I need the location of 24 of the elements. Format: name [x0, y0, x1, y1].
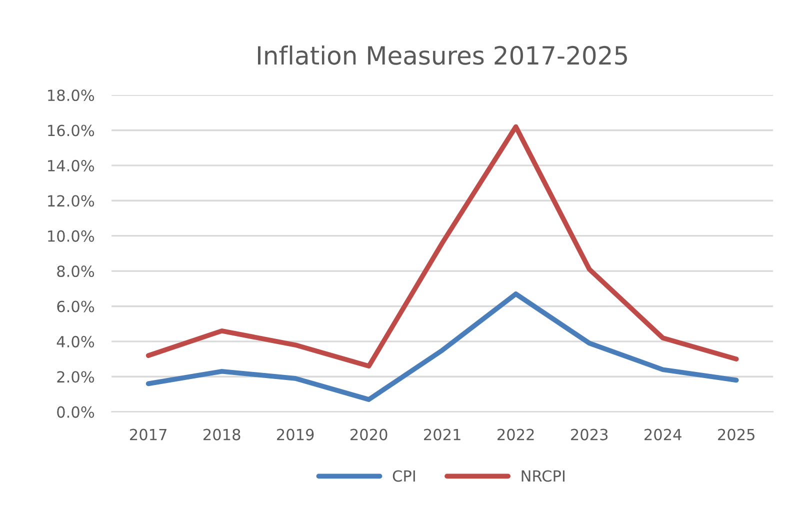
x-tick-label: 2021 — [424, 428, 460, 440]
x-tick-label: 2018 — [204, 428, 240, 440]
y-tick-label: 8.0% — [57, 266, 94, 278]
x-tick-label: 2022 — [498, 428, 534, 440]
x-tick-label: 2020 — [350, 428, 388, 440]
y-tick-label: 10.0% — [48, 230, 94, 242]
y-tick-label: 16.0% — [48, 124, 94, 136]
x-tick-label: 2023 — [571, 428, 608, 440]
x-tick-label: 2019 — [277, 428, 314, 440]
line-series — [146, 124, 739, 369]
y-tick-label: 18.0% — [48, 90, 94, 102]
legend-label: CPI — [392, 470, 415, 482]
x-tick-label: 2017 — [130, 428, 166, 440]
line-series — [146, 291, 739, 402]
y-tick-label: 0.0% — [57, 406, 94, 418]
y-tick-label: 4.0% — [56, 336, 94, 348]
y-tick-label: 6.0% — [57, 300, 94, 312]
y-tick-label: 2.0% — [57, 371, 94, 383]
legend-label: NRCPI — [522, 470, 564, 482]
chart-title: Inflation Measures 2017-2025 — [258, 45, 627, 65]
y-tick-label: 12.0% — [48, 195, 94, 207]
y-tick-label: 14.0% — [48, 160, 94, 172]
x-tick-label: 2024 — [644, 428, 682, 440]
x-tick-label: 2025 — [718, 428, 754, 440]
